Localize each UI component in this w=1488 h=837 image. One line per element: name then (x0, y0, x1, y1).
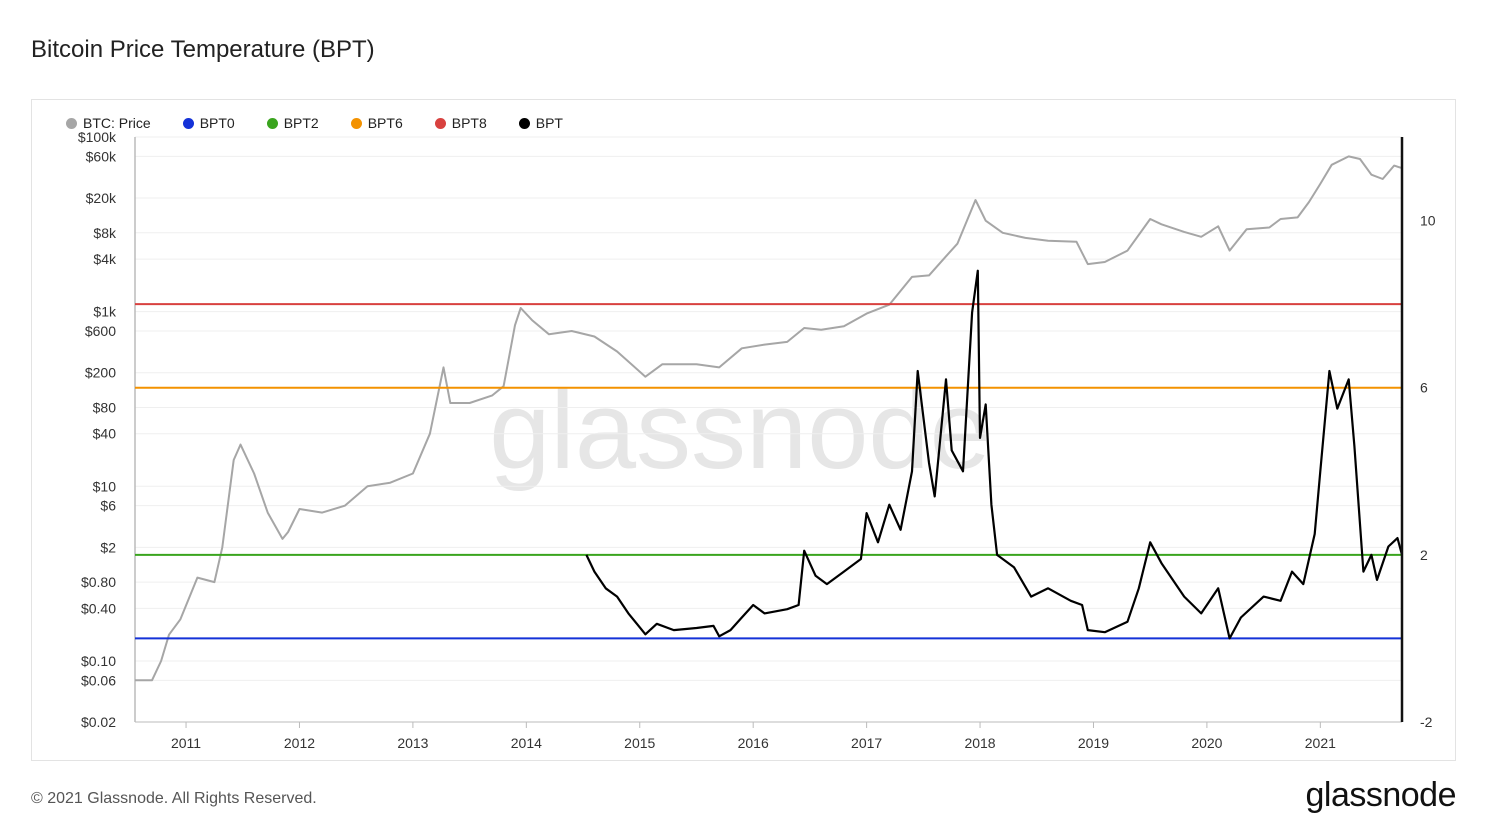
y-left-tick-label: $1k (93, 304, 117, 320)
x-tick-label: 2020 (1191, 735, 1222, 751)
legend-item-bpt6[interactable]: BPT6 (350, 115, 403, 131)
chart-title: Bitcoin Price Temperature (BPT) (31, 36, 375, 63)
y-left-tick-label: $0.02 (81, 714, 116, 730)
y-left-tick-label: $10 (93, 478, 117, 494)
x-tick-label: 2011 (171, 735, 201, 751)
y-left-tick-label: $0.10 (81, 653, 116, 669)
y-left-tick-label: $2 (100, 539, 116, 555)
x-tick-label: 2018 (964, 735, 995, 751)
x-tick-label: 2017 (851, 735, 882, 751)
y-left-tick-label: $200 (85, 365, 116, 381)
y-right-tick-label: -2 (1420, 714, 1433, 730)
y-left-tick-label: $8k (93, 225, 117, 241)
y-left-tick-label: $60k (86, 148, 117, 164)
legend-label-bpt6: BPT6 (367, 115, 403, 131)
y-left-tick-label: $100k (78, 129, 117, 145)
x-tick-label: 2021 (1305, 735, 1336, 751)
y-left-tick-label: $600 (85, 323, 116, 339)
y-left-tick-label: $40 (93, 426, 117, 442)
y-left-tick-label: $80 (93, 399, 117, 415)
y-left-tick-label: $6 (100, 498, 116, 514)
legend-label-btc-price: BTC: Price (83, 115, 151, 131)
series-line-bpt (585, 269, 1404, 640)
chart-legend: BTC: Price BPT0 BPT2 BPT6 BPT8 BPT (66, 113, 595, 133)
copyright-footer: © 2021 Glassnode. All Rights Reserved. (31, 790, 317, 807)
legend-label-bpt2: BPT2 (283, 115, 319, 131)
legend-swatch-bpt0 (182, 117, 194, 129)
y-right-tick-label: 2 (1420, 547, 1428, 563)
series-line-btc-price (135, 155, 1403, 682)
legend-label-bpt0: BPT0 (199, 115, 235, 131)
y-left-tick-label: $4k (93, 251, 117, 267)
legend-swatch-bpt2 (266, 117, 278, 129)
chart-panel (31, 99, 1456, 761)
x-tick-label: 2019 (1078, 735, 1109, 751)
legend-swatch-bpt (518, 117, 530, 129)
y-right-tick-label: 10 (1420, 213, 1436, 229)
y-left-tick-label: $20k (86, 190, 117, 206)
legend-item-btc-price[interactable]: BTC: Price (66, 115, 151, 131)
x-tick-label: 2014 (511, 735, 542, 751)
x-tick-label: 2015 (624, 735, 655, 751)
y-left-tick-label: $0.80 (81, 574, 116, 590)
legend-item-bpt2[interactable]: BPT2 (266, 115, 319, 131)
glassnode-logo[interactable]: glassnode (1305, 776, 1456, 814)
y-left-tick-label: $0.40 (81, 600, 116, 616)
y-right-tick-label: 6 (1420, 380, 1428, 396)
legend-swatch-bpt6 (350, 117, 362, 129)
x-tick-label: 2013 (397, 735, 428, 751)
legend-label-bpt: BPT (535, 115, 563, 131)
watermark-text: glassnode (489, 369, 991, 492)
legend-swatch-btc-price (66, 117, 77, 129)
legend-item-bpt8[interactable]: BPT8 (434, 115, 487, 131)
x-tick-label: 2012 (284, 735, 315, 751)
legend-label-bpt8: BPT8 (451, 115, 487, 131)
x-tick-label: 2016 (738, 735, 769, 751)
legend-item-bpt0[interactable]: BPT0 (182, 115, 235, 131)
legend-swatch-bpt8 (434, 117, 446, 129)
legend-item-bpt[interactable]: BPT (518, 115, 563, 131)
y-left-tick-label: $0.06 (81, 672, 116, 688)
